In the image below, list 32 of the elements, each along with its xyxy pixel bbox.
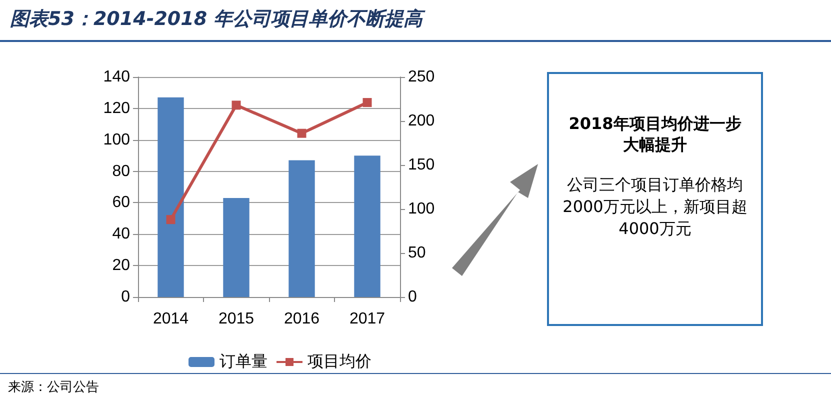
y-tick-label: 40	[112, 226, 130, 243]
y-tick-label: 100	[103, 131, 130, 148]
y2-tick-label: 100	[408, 200, 435, 218]
y-tick-label: 140	[103, 68, 130, 86]
y2-tick-label: 200	[408, 112, 435, 130]
y-tick-label: 80	[112, 162, 130, 180]
y2-tick-label: 150	[408, 156, 435, 174]
text: 公司三个项目订单价格均2000万元以上，新项目超4000万元	[562, 174, 748, 240]
y-tick-label: 60	[112, 194, 130, 212]
point	[362, 98, 372, 108]
x-tick-label: 2015	[218, 310, 254, 328]
text: 2018年项目均价进一步大幅提升	[568, 114, 742, 156]
y2-tick-label: 250	[408, 68, 435, 86]
legend-label: 项目均价	[308, 354, 372, 370]
x-tick-label: 2016	[284, 310, 320, 328]
legend-label: 订单量	[220, 352, 268, 370]
point	[166, 215, 176, 224]
point	[232, 100, 241, 110]
bar	[354, 156, 380, 297]
bar	[223, 198, 250, 297]
point	[297, 128, 306, 138]
y2-tick-label: 50	[408, 244, 426, 262]
x-tick-label: 2014	[152, 310, 189, 328]
source-note: 来源：公司公告	[8, 379, 99, 396]
chart-title: 图表53：2014-2018 年公司项目单价不断提高	[10, 7, 423, 32]
y-tick-label: 0	[121, 288, 130, 306]
bar	[288, 160, 315, 297]
y-tick-label: 20	[112, 257, 130, 274]
x-tick-label: 2017	[349, 310, 386, 328]
y-tick-label: 120	[103, 100, 130, 117]
bar	[158, 97, 184, 297]
y2-tick-label: 0	[408, 288, 417, 306]
